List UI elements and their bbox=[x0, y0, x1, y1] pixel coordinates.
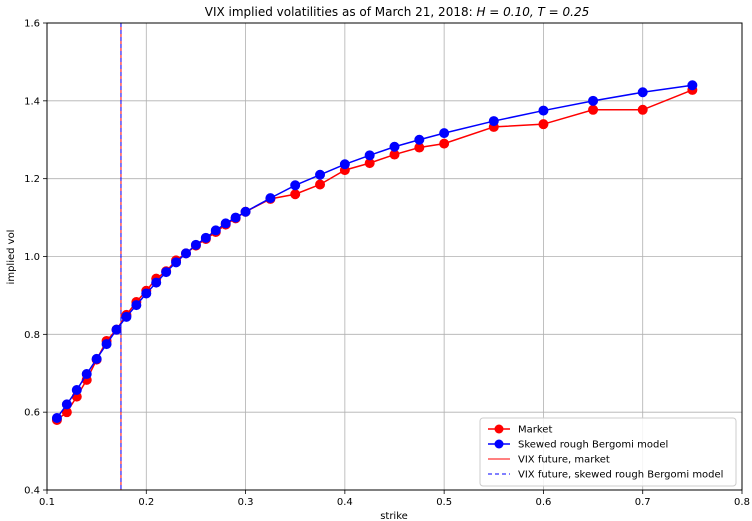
data-point bbox=[210, 225, 221, 236]
legend-label: Skewed rough Bergomi model bbox=[518, 440, 668, 451]
data-point bbox=[315, 179, 326, 190]
y-axis-ticks: 0.4 0.6 0.8 1.0 1.2 1.4 1.6 bbox=[24, 19, 47, 497]
data-point bbox=[339, 159, 350, 170]
data-point bbox=[414, 134, 425, 145]
data-point bbox=[315, 169, 326, 180]
legend-marker bbox=[494, 439, 504, 449]
data-point bbox=[190, 239, 201, 250]
chart-title-prefix: VIX implied volatilities as of March 21,… bbox=[205, 5, 477, 19]
series-line bbox=[56, 89, 693, 421]
x-tick-label: 0.1 bbox=[39, 497, 55, 508]
x-tick-label: 0.8 bbox=[734, 497, 750, 508]
y-tick-label: 1.6 bbox=[24, 19, 40, 30]
data-point bbox=[488, 116, 499, 127]
data-point bbox=[240, 206, 251, 217]
data-point bbox=[687, 80, 698, 91]
data-point bbox=[220, 218, 231, 229]
data-point bbox=[588, 104, 599, 115]
data-point bbox=[588, 95, 599, 106]
legend-box bbox=[479, 417, 737, 487]
x-tick-label: 0.3 bbox=[238, 497, 254, 508]
data-point bbox=[637, 87, 648, 98]
legend-label: VIX future, market bbox=[518, 455, 610, 466]
data-point bbox=[538, 105, 549, 116]
series-line bbox=[56, 84, 693, 419]
series-market bbox=[51, 84, 698, 425]
y-tick-label: 1.2 bbox=[24, 174, 40, 185]
data-point bbox=[101, 339, 112, 350]
data-point bbox=[181, 248, 191, 259]
data-point bbox=[439, 128, 450, 139]
chart-title: VIX implied volatilities as of March 21,… bbox=[205, 5, 590, 19]
data-point bbox=[161, 267, 172, 278]
legend-label: Market bbox=[518, 425, 552, 436]
data-point bbox=[141, 288, 152, 299]
data-point bbox=[290, 189, 301, 200]
x-tick-label: 0.5 bbox=[436, 497, 452, 508]
data-point bbox=[538, 119, 549, 130]
data-point bbox=[131, 300, 142, 311]
data-point bbox=[265, 193, 276, 204]
data-point bbox=[364, 150, 375, 161]
y-tick-label: 0.6 bbox=[24, 408, 40, 419]
x-axis-label: strike bbox=[380, 511, 408, 521]
legend-label: VIX future, skewed rough Bergomi model bbox=[518, 470, 723, 481]
data-point bbox=[111, 324, 122, 335]
data-point bbox=[230, 212, 241, 223]
x-tick-label: 0.4 bbox=[337, 497, 353, 508]
y-tick-label: 1.4 bbox=[24, 96, 40, 107]
y-tick-label: 0.8 bbox=[24, 330, 40, 341]
data-point bbox=[200, 232, 211, 243]
data-point bbox=[71, 384, 82, 395]
y-tick-label: 1.0 bbox=[24, 252, 40, 263]
data-point bbox=[91, 353, 102, 364]
grid bbox=[46, 22, 743, 491]
data-point bbox=[290, 180, 301, 191]
data-point bbox=[81, 369, 92, 380]
series-model bbox=[51, 80, 698, 424]
data-point bbox=[637, 104, 648, 115]
y-tick-label: 0.4 bbox=[24, 486, 40, 497]
data-point bbox=[61, 399, 72, 410]
data-point bbox=[171, 257, 182, 268]
legend: Market Skewed rough Bergomi model VIX futu… bbox=[479, 417, 737, 487]
data-point bbox=[389, 141, 400, 152]
x-tick-label: 0.2 bbox=[138, 497, 154, 508]
y-axis-label: implied vol bbox=[6, 230, 17, 285]
series-layer bbox=[51, 80, 698, 425]
chart-title-math: H = 0.10, T = 0.25 bbox=[476, 5, 589, 19]
x-tick-label: 0.6 bbox=[535, 497, 551, 508]
legend-marker bbox=[494, 424, 504, 434]
x-axis-ticks: 0.1 0.2 0.3 0.4 0.5 0.6 0.7 0.8 bbox=[39, 490, 750, 508]
x-tick-label: 0.7 bbox=[635, 497, 651, 508]
data-point bbox=[121, 311, 132, 322]
data-point bbox=[51, 413, 62, 424]
data-point bbox=[439, 138, 450, 149]
data-point bbox=[151, 277, 162, 288]
